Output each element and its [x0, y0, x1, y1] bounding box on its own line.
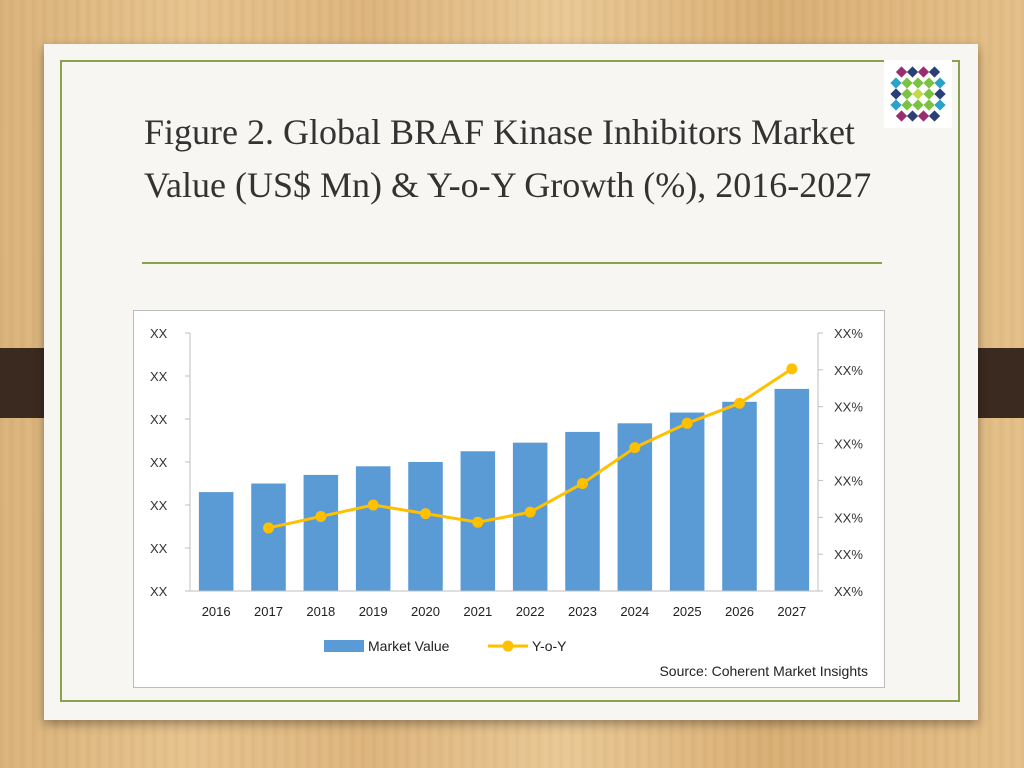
company-logo — [884, 60, 952, 128]
x-tick-label: 2019 — [359, 604, 388, 619]
logo-dot — [901, 99, 913, 111]
x-tick-label: 2024 — [620, 604, 649, 619]
x-tick-label: 2021 — [463, 604, 492, 619]
logo-dot — [895, 66, 908, 78]
point-yoy — [367, 499, 379, 511]
point-yoy — [577, 478, 588, 489]
y-axis-right: XX% XX% XX% XX% XX% XX% XX% XX% — [817, 326, 863, 599]
legend-label-market-value: Market Value — [368, 638, 450, 654]
x-tick-label: 2020 — [411, 604, 440, 619]
y-left-tick-label: XX — [150, 584, 168, 599]
y-right-tick-label: XX% — [834, 400, 863, 415]
logo-dot — [890, 88, 902, 100]
y-axis-left: XX XX XX XX XX XX XX — [150, 326, 191, 599]
y-right-tick-label: XX% — [834, 473, 863, 488]
logo-dot — [912, 88, 924, 100]
y-right-tick-label: XX% — [834, 363, 863, 378]
bar-series-market-value — [198, 388, 810, 591]
bar-market-value — [565, 431, 600, 591]
logo-dot — [923, 77, 935, 89]
point-yoy — [629, 442, 641, 454]
point-yoy — [420, 508, 431, 520]
bar-market-value — [774, 388, 810, 591]
bar-market-value — [251, 483, 286, 591]
point-yoy — [263, 522, 274, 534]
y-left-tick-label: XX — [150, 455, 168, 470]
logo-dot — [923, 88, 935, 100]
bar-market-value — [198, 492, 234, 591]
line-series-yoy — [263, 363, 798, 534]
y-right-tick-label: XX% — [834, 510, 863, 525]
chart-legend: Market Value Y-o-Y — [324, 638, 567, 654]
x-tick-label: 2026 — [725, 604, 754, 619]
bar-market-value — [303, 474, 339, 591]
slide-title: Figure 2. Global BRAF Kinase Inhibitors … — [144, 112, 872, 205]
bar-market-value — [408, 462, 443, 591]
y-left-tick-label: XX — [150, 369, 168, 384]
x-tick-label: 2027 — [777, 604, 806, 619]
y-left-tick-label: XX — [150, 541, 168, 556]
logo-dot — [906, 110, 919, 122]
logo-dot — [934, 99, 946, 111]
logo-dot — [928, 110, 941, 122]
point-yoy — [734, 397, 745, 409]
x-tick-label: 2022 — [516, 604, 545, 619]
logo-dot — [901, 77, 913, 89]
logo-dot — [912, 77, 924, 89]
bar-market-value — [722, 401, 757, 591]
point-yoy — [315, 510, 327, 522]
legend-label-yoy: Y-o-Y — [532, 638, 567, 654]
slide: Figure 2. Global BRAF Kinase Inhibitors … — [44, 44, 978, 720]
bar-market-value — [669, 412, 705, 591]
logo-dot — [901, 88, 913, 100]
bar-market-value — [355, 466, 391, 591]
point-yoy — [524, 506, 536, 518]
y-right-tick-label: XX% — [834, 437, 863, 452]
x-tick-label: 2023 — [568, 604, 597, 619]
logo-dot — [912, 99, 924, 111]
logo-dot — [890, 77, 902, 89]
point-yoy — [786, 363, 798, 375]
slide-frame — [60, 60, 960, 702]
logo-dot — [917, 66, 930, 78]
logo-dot — [928, 66, 941, 78]
logo-dot — [923, 99, 935, 111]
logo-dot — [906, 66, 919, 78]
y-left-tick-label: XX — [150, 498, 168, 513]
y-right-tick-label: XX% — [834, 584, 863, 599]
chart-container: XX XX XX XX XX XX XX XX% XX% XX% XX% XX% XX% XX% XX% … — [133, 310, 885, 688]
point-yoy — [472, 516, 484, 528]
legend-swatch-yoy-marker — [502, 640, 514, 652]
legend-swatch-market-value — [324, 640, 364, 652]
x-tick-label: 2025 — [673, 604, 702, 619]
logo-dot — [934, 77, 946, 89]
x-tick-label: 2016 — [202, 604, 231, 619]
x-tick-label: 2017 — [254, 604, 283, 619]
y-right-tick-label: XX% — [834, 326, 863, 341]
y-right-tick-label: XX% — [834, 547, 863, 562]
source-note: Source: Coherent Market Insights — [659, 663, 868, 679]
combo-chart: XX XX XX XX XX XX XX XX% XX% XX% XX% XX% XX% XX%XX% … — [150, 326, 863, 654]
logo-dot — [890, 99, 902, 111]
point-yoy — [681, 417, 693, 429]
y-left-tick-label: XX — [150, 326, 168, 341]
logo-dot — [934, 88, 946, 100]
logo-mark — [890, 66, 946, 122]
title-divider — [142, 262, 882, 264]
logo-dot — [917, 110, 930, 122]
logo-dot — [895, 110, 908, 122]
x-tick-label: 2018 — [306, 604, 335, 619]
x-axis: 2016 2017 2018 2019 2020 2021 2022 2023 2024 2025… — [190, 590, 818, 619]
y-left-tick-label: XX — [150, 412, 168, 427]
